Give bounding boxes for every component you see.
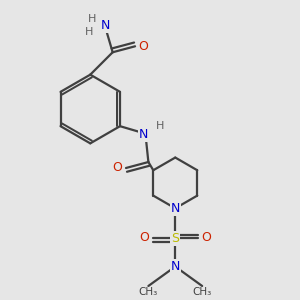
Text: O: O (139, 40, 148, 53)
Text: N: N (100, 19, 110, 32)
Text: H: H (155, 121, 164, 131)
Text: O: O (140, 231, 149, 244)
Text: H: H (88, 14, 96, 23)
Text: H: H (85, 27, 93, 37)
Text: N: N (171, 202, 180, 215)
Text: O: O (113, 161, 123, 175)
Text: N: N (171, 260, 180, 273)
Text: O: O (201, 231, 211, 244)
Text: CH₃: CH₃ (193, 287, 212, 298)
Text: S: S (171, 232, 179, 245)
Text: CH₃: CH₃ (139, 287, 158, 298)
Text: N: N (139, 128, 148, 141)
